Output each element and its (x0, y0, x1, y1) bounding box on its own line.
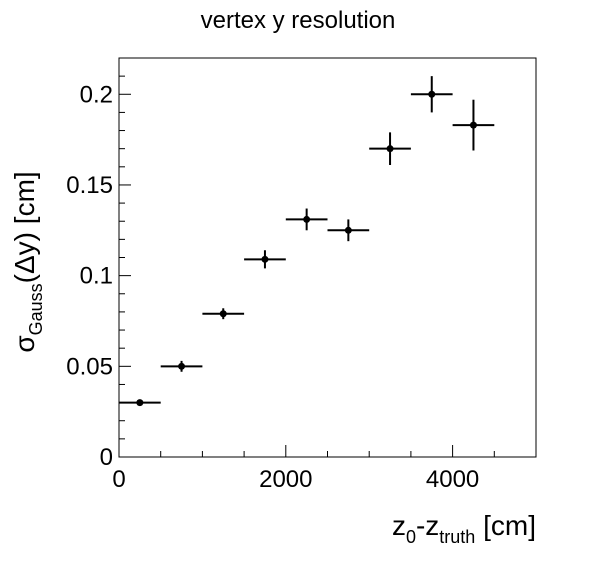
point-marker (178, 362, 186, 370)
data-point (369, 132, 411, 166)
point-marker (344, 226, 352, 234)
x-axis-label: z0-ztruth [cm] (392, 510, 536, 547)
x-tick-label: 0 (112, 466, 125, 493)
x-tick-label: 4000 (426, 466, 479, 493)
point-marker (386, 145, 394, 153)
point-marker (428, 90, 436, 98)
data-series (119, 76, 495, 407)
y-axis-label: σGauss(Δy) [cm] (9, 171, 46, 352)
y-tick-labels: 0 0.05 0.1 0.15 0.2 (66, 81, 113, 471)
data-point (410, 76, 453, 113)
x-axis-ticks (118, 445, 537, 457)
data-point (285, 208, 328, 231)
point-marker (469, 121, 477, 129)
data-point (160, 360, 203, 372)
point-marker (261, 255, 269, 263)
point-marker (303, 215, 311, 223)
y-tick-label: 0.1 (80, 263, 113, 290)
point-marker (136, 399, 144, 407)
y-tick-label: 0.15 (66, 172, 113, 199)
x-tick-labels: 0 2000 4000 (112, 466, 479, 493)
x-tick-label: 2000 (259, 466, 312, 493)
data-point (202, 308, 245, 320)
y-tick-label: 0 (100, 444, 113, 471)
y-axis-ticks (119, 57, 131, 458)
y-tick-label: 0.2 (80, 81, 113, 108)
data-point (119, 399, 161, 407)
data-point (327, 219, 370, 242)
data-point (452, 99, 495, 151)
point-marker (219, 310, 227, 318)
data-point (244, 250, 286, 269)
y-tick-label: 0.05 (66, 353, 113, 380)
chart-title: vertex y resolution (201, 7, 396, 34)
